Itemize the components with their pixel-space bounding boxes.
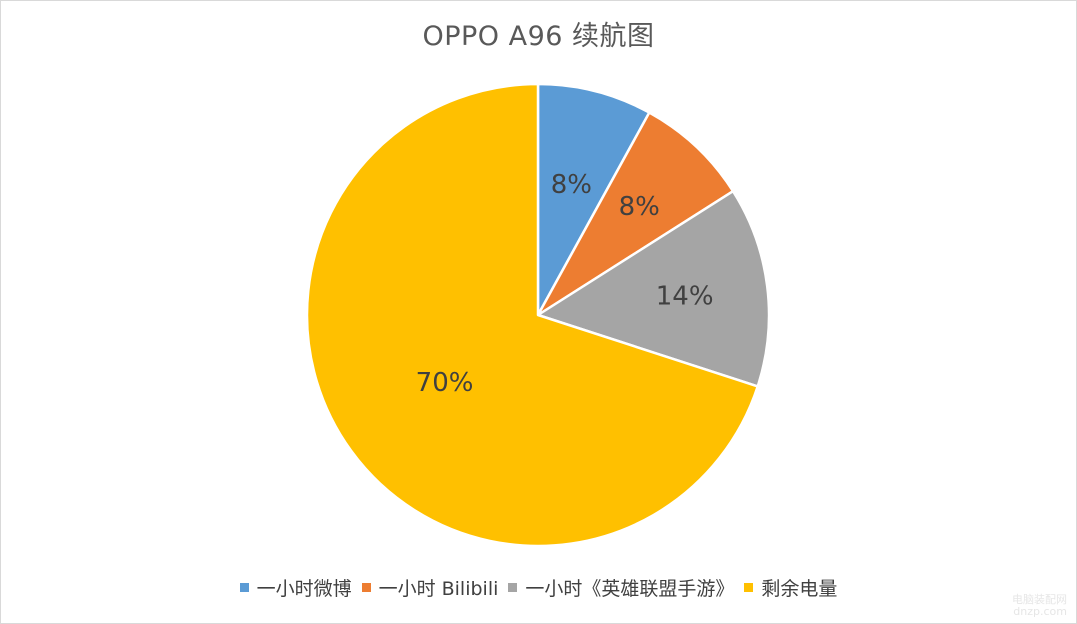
- legend-entry: 一小时《英雄联盟手游》: [508, 574, 734, 601]
- data-label: 70%: [416, 368, 474, 398]
- data-label: 14%: [656, 281, 714, 311]
- watermark: 电脑装配网 dnzp.com: [1012, 594, 1067, 618]
- pie-slice: [536, 111, 735, 317]
- legend-swatch: [744, 583, 754, 592]
- legend-entry: 一小时微博: [239, 574, 352, 601]
- data-label: 8%: [551, 170, 592, 200]
- legend-label: 一小时 Bilibili: [378, 578, 499, 600]
- watermark-line2: dnzp.com: [1013, 605, 1067, 618]
- legend-label: 剩余电量: [761, 578, 838, 600]
- chart-title: OPPO A96 续航图: [422, 21, 655, 52]
- legend-swatch: [508, 583, 518, 592]
- legend-swatch: [361, 583, 371, 592]
- pie-slice: [305, 82, 759, 548]
- watermark-line1: 电脑装配网: [1012, 593, 1067, 606]
- data-label: 8%: [619, 192, 660, 222]
- legend-entry: 一小时 Bilibili: [361, 574, 499, 601]
- pie-slice: [536, 189, 771, 388]
- legend-swatch: [239, 583, 249, 592]
- legend: 一小时微博 一小时 Bilibili 一小时《英雄联盟手游》 剩余电量: [0, 574, 1077, 601]
- legend-label: 一小时微博: [256, 578, 352, 600]
- legend-entry: 剩余电量: [744, 574, 837, 601]
- pie-slice: [536, 82, 651, 317]
- legend-label: 一小时《英雄联盟手游》: [525, 578, 735, 600]
